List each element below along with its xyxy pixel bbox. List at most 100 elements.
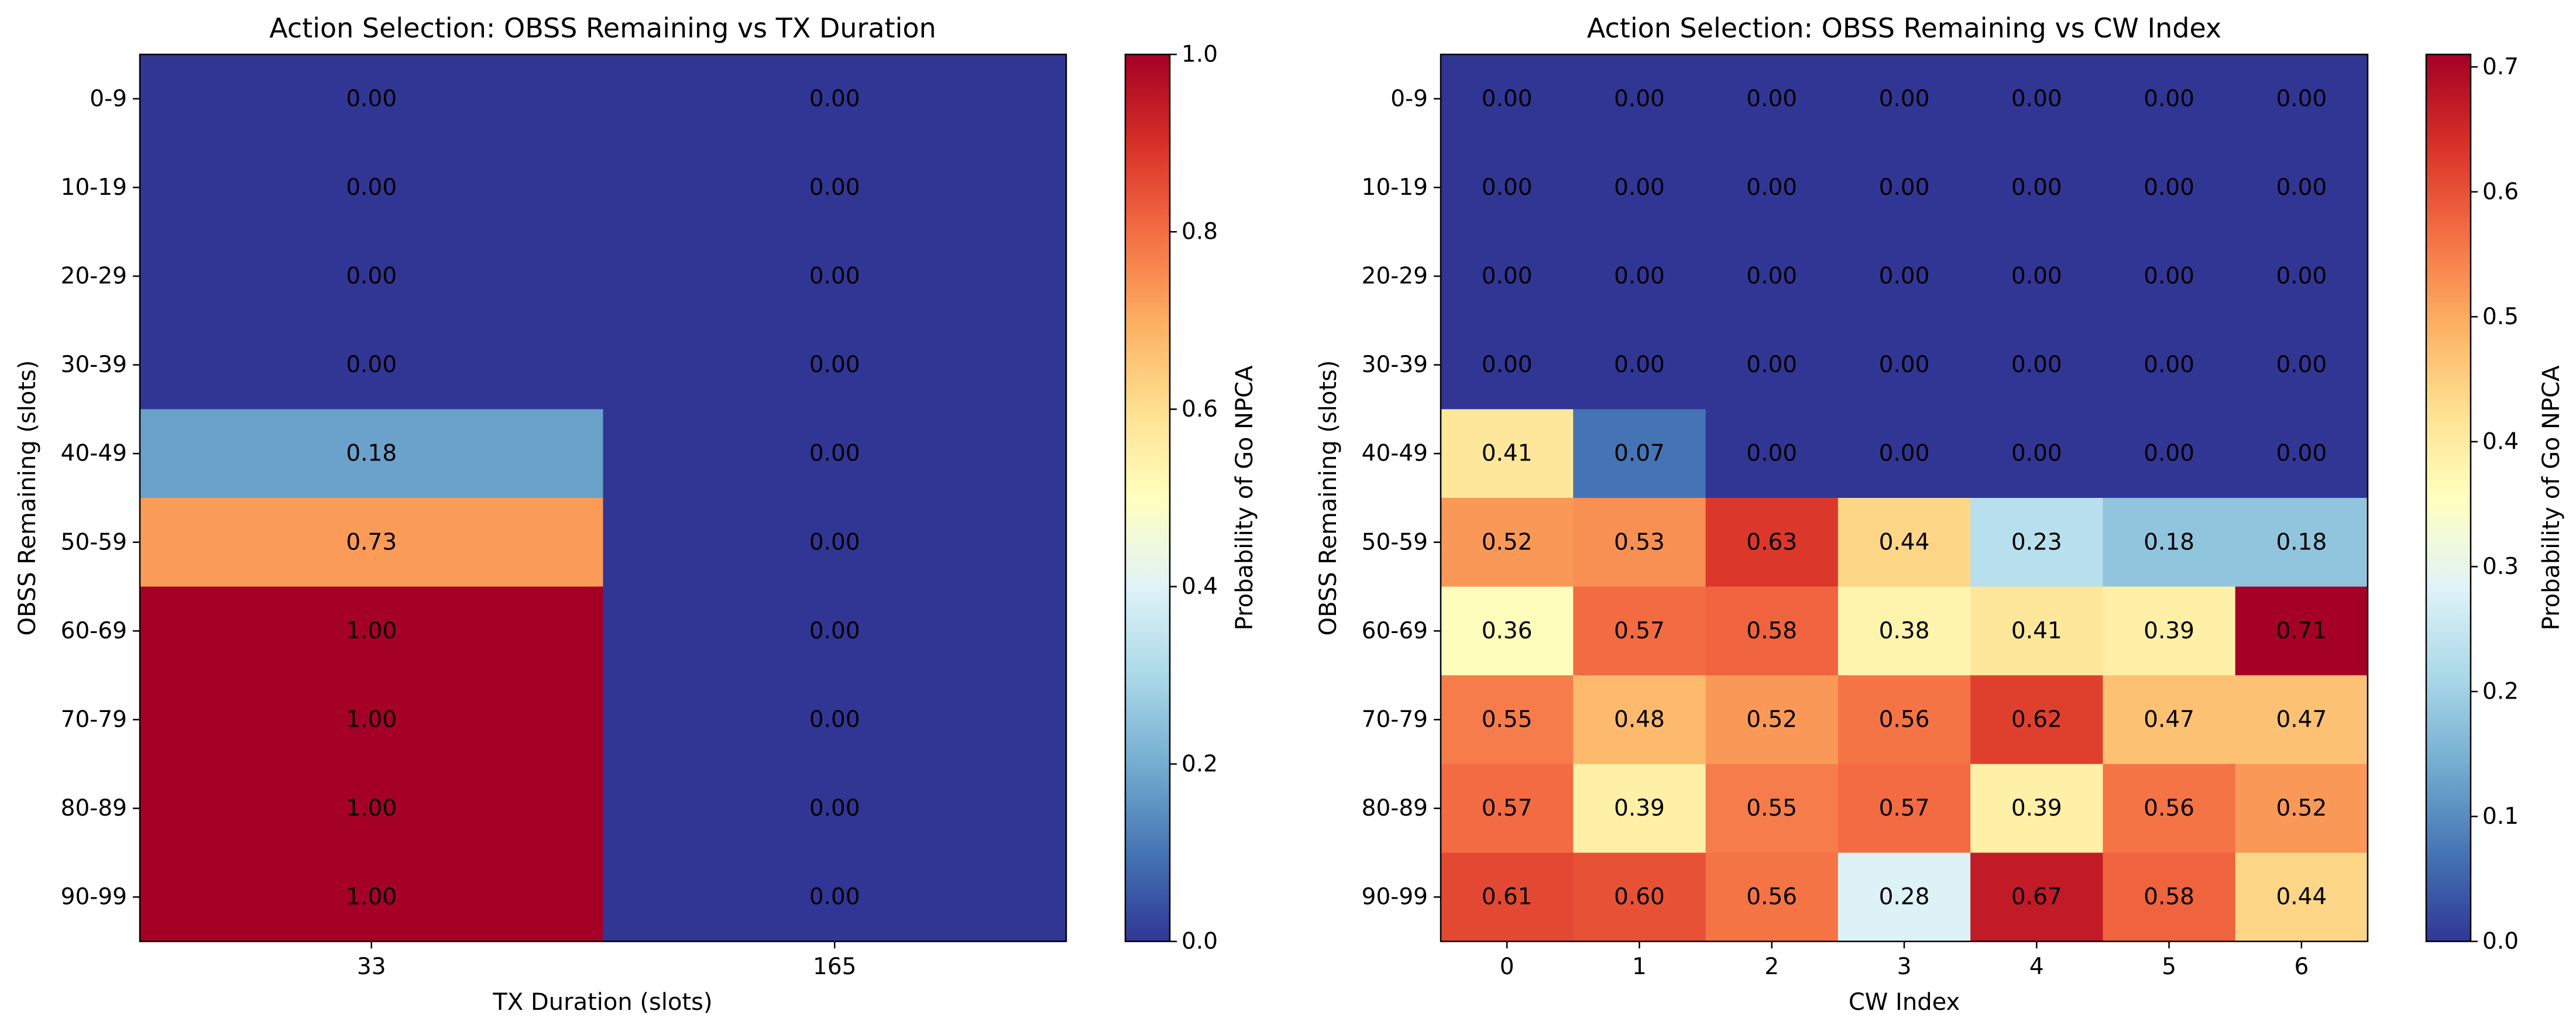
cell-value-label: 0.00 [2011, 263, 2062, 290]
cell-value-label: 0.18 [346, 441, 397, 467]
cell-value-label: 0.00 [346, 352, 397, 378]
cell-value-label: 0.00 [2011, 352, 2062, 378]
colorbar-tick-label: 0.2 [2482, 678, 2519, 704]
heatmap-cell [1837, 586, 1971, 676]
cell-value-label: 0.00 [1482, 85, 1533, 112]
x-axis-label: CW Index [1849, 989, 1960, 1016]
heatmap-cell [1705, 675, 1839, 765]
chart-title: Action Selection: OBSS Remaining vs CW I… [1587, 12, 2221, 44]
cell-value-label: 0.00 [1746, 263, 1797, 290]
cell-value-label: 0.39 [2144, 618, 2194, 644]
cell-value-label: 0.18 [2144, 529, 2194, 555]
heatmap-cell [1970, 143, 2104, 232]
heatmap-cell [1705, 232, 1839, 321]
x-tick-label-4: 4 [2029, 954, 2044, 980]
cell-value-label: 0.39 [2011, 795, 2062, 821]
cell-value-label: 0.00 [2144, 352, 2194, 378]
cell-value-label: 0.00 [2011, 85, 2062, 112]
y-tick-label-30-39: 30-39 [1362, 352, 1428, 378]
cell-value-label: 0.71 [2276, 618, 2327, 644]
y-tick-label-90-99: 90-99 [61, 884, 127, 910]
cell-value-label: 0.00 [809, 174, 860, 201]
cell-value-label: 0.47 [2144, 707, 2194, 733]
cell-value-label: 0.18 [2276, 529, 2327, 555]
heatmap-cell [1441, 764, 1574, 853]
cell-value-label: 0.41 [2011, 618, 2062, 644]
heatmap-cell [2103, 498, 2236, 587]
x-tick-label-165: 165 [813, 954, 856, 980]
cell-value-label: 0.73 [346, 529, 397, 555]
heatmap-cell [140, 764, 604, 853]
heatmap-cell [1573, 143, 1706, 232]
cell-value-label: 0.00 [346, 263, 397, 290]
cell-value-label: 0.44 [1879, 529, 1930, 555]
heatmap-cell [1837, 675, 1971, 765]
cell-value-label: 0.07 [1614, 441, 1665, 467]
colorbar-tick-label: 0.7 [2482, 54, 2519, 80]
cell-value-label: 0.00 [2144, 85, 2194, 112]
colorbar-tick-label: 0.6 [2482, 178, 2519, 205]
heatmap-cell [2235, 675, 2368, 765]
x-tick-label-6: 6 [2294, 954, 2309, 980]
heatmap-cell [140, 586, 604, 676]
y-tick-label-50-59: 50-59 [61, 529, 127, 555]
heatmap-cell [1705, 498, 1839, 587]
cell-value-label: 0.00 [2144, 441, 2194, 467]
cell-value-label: 0.38 [1879, 618, 1930, 644]
cell-value-label: 0.52 [1482, 529, 1533, 555]
cell-value-label: 0.41 [1482, 441, 1533, 467]
heatmap-cell [1705, 54, 1839, 144]
x-tick-label-0: 0 [1500, 954, 1514, 980]
heatmap-cell [140, 54, 604, 144]
cell-value-label: 0.00 [809, 884, 860, 910]
heatmap-cells: 0.00 0.00 0.00 0.00 0.00 0.00 0.00 0.00 0.18 0.00… [140, 54, 1067, 942]
plot-frame [139, 53, 1067, 943]
cell-value-label: 0.00 [2276, 441, 2327, 467]
y-tick-label-70-79: 70-79 [61, 707, 127, 733]
x-tick-label-5: 5 [2162, 954, 2176, 980]
heatmap-cell [1705, 586, 1839, 676]
heatmap-cell [603, 764, 1067, 853]
heatmap-cell [1573, 232, 1706, 321]
heatmap-cell [603, 852, 1067, 942]
y-tick-label-60-69: 60-69 [1362, 618, 1428, 644]
cell-value-label: 0.00 [1746, 441, 1797, 467]
cell-value-label: 0.00 [1746, 85, 1797, 112]
cell-value-label: 0.00 [809, 618, 860, 644]
y-axis-label: OBSS Remaining (slots) [1315, 360, 1342, 636]
heatmap-cell [1441, 54, 1574, 144]
heatmap-cell [1970, 232, 2104, 321]
heatmap-cell [1705, 852, 1839, 942]
cell-value-label: 0.53 [1614, 529, 1665, 555]
colorbar-tick-label: 0.1 [2482, 803, 2519, 830]
cell-value-label: 0.00 [1482, 263, 1533, 290]
cell-value-label: 0.00 [809, 707, 860, 733]
cell-value-label: 0.00 [2011, 441, 2062, 467]
heatmap-cell [140, 498, 604, 587]
heatmap-cell [1573, 675, 1706, 765]
x-tick-label-3: 3 [1897, 954, 1912, 980]
cell-value-label: 0.00 [809, 441, 860, 467]
cell-value-label: 1.00 [346, 795, 397, 821]
y-tick-label-0-9: 0-9 [1390, 85, 1428, 112]
y-tick-label-40-49: 40-49 [61, 441, 127, 467]
heatmap-cell [1573, 320, 1706, 410]
heatmap-cell [2235, 764, 2368, 853]
heatmap-cell [1837, 320, 1971, 410]
cell-value-label: 0.62 [2011, 707, 2062, 733]
heatmap-cell [2235, 852, 2368, 942]
cell-value-label: 0.00 [809, 529, 860, 555]
heatmap-cell [2235, 498, 2368, 587]
cell-value-label: 0.00 [2011, 174, 2062, 201]
heatmap-cell [1441, 409, 1574, 498]
x-axis: 33 165 [357, 941, 856, 980]
heatmap-cell [1837, 232, 1971, 321]
x-tick-label-2: 2 [1764, 954, 1779, 980]
heatmap-cell [2103, 852, 2236, 942]
cell-value-label: 0.00 [2276, 352, 2327, 378]
y-tick-label-20-29: 20-29 [61, 263, 127, 290]
heatmap-cell [1705, 143, 1839, 232]
cell-value-label: 0.36 [1482, 618, 1533, 644]
y-tick-label-40-49: 40-49 [1362, 441, 1428, 467]
heatmap-cell [1970, 320, 2104, 410]
